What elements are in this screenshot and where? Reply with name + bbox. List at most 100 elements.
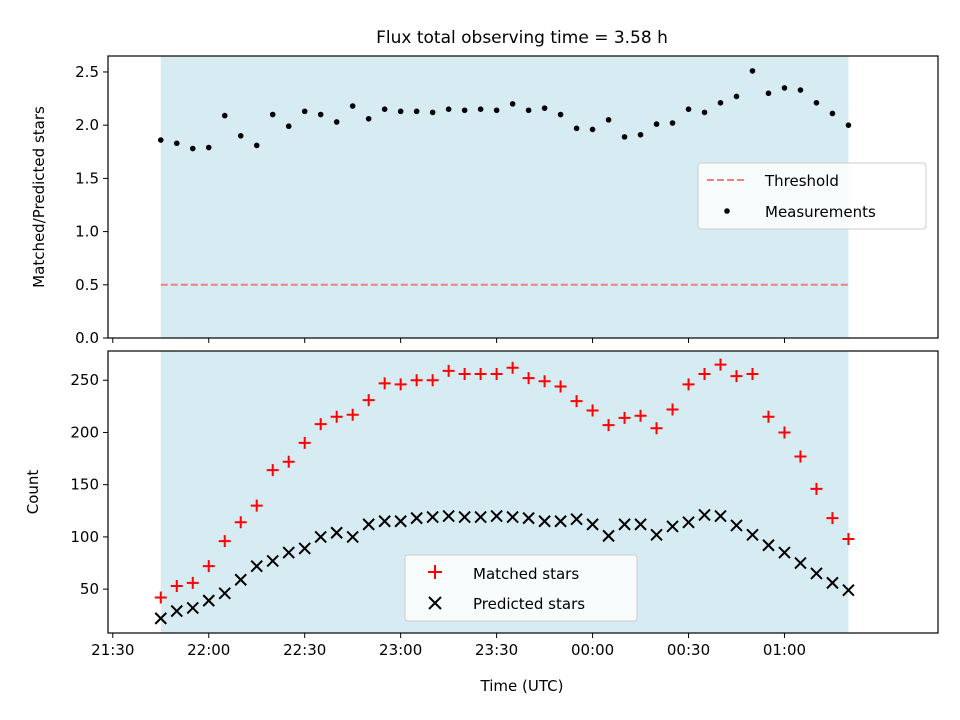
y-tick-label: 250	[70, 371, 99, 389]
matched-stars-point	[298, 436, 311, 449]
predicted-stars-point	[314, 530, 327, 544]
predicted-stars-point	[186, 601, 199, 615]
x-tick-label: 21:30	[91, 641, 134, 659]
measurement-point	[669, 120, 676, 126]
measurement-point	[797, 87, 804, 93]
matched-stars-point	[346, 408, 359, 421]
matched-stars-point	[266, 464, 279, 477]
matched-stars-point	[442, 364, 455, 377]
x-tick-label: 00:00	[571, 641, 614, 659]
y-tick-label: 0.5	[75, 276, 99, 294]
x-tick-label: 22:30	[283, 641, 326, 659]
y-tick-label: 0.0	[75, 329, 99, 347]
predicted-stars-point	[650, 528, 663, 542]
matched-stars-point	[810, 482, 823, 495]
measurement-point	[173, 140, 180, 147]
matched-stars-point	[186, 576, 199, 589]
matched-stars-point	[490, 367, 503, 380]
measurement-point	[541, 105, 548, 111]
x-axis-label: Time (UTC)	[480, 677, 564, 695]
matched-stars-point	[842, 533, 855, 545]
matched-stars-point	[666, 403, 679, 416]
predicted-stars-point	[730, 519, 743, 532]
matched-stars-point	[762, 410, 775, 423]
matched-stars-point	[538, 375, 551, 388]
measurement-point	[333, 119, 340, 125]
measurement-point	[253, 142, 260, 149]
matched-stars-point	[154, 591, 167, 604]
predicted-stars-point	[442, 509, 455, 523]
x-tick-label: 22:00	[187, 641, 230, 659]
predicted-stars-point	[410, 511, 423, 525]
matched-stars-point	[378, 377, 391, 390]
measurement-point	[429, 109, 436, 116]
matched-stars-point	[218, 535, 231, 548]
measurement-point	[765, 90, 772, 97]
measurement-point	[205, 144, 212, 151]
measurement-point	[381, 106, 388, 113]
predicted-stars-point	[618, 518, 631, 531]
ratio-panel: 0.0 0.5 1.0 1.5 2.0 2.5 Matched/Predicted sta…	[30, 55, 939, 347]
count-plot-area	[154, 351, 855, 633]
measurement-point	[221, 112, 228, 119]
measurement-point	[589, 126, 596, 133]
predicted-stars-point	[202, 594, 215, 607]
predicted-stars-point	[282, 546, 295, 559]
measurement-point	[157, 137, 164, 143]
predicted-stars-point	[522, 511, 535, 525]
predicted-stars-point	[154, 612, 167, 625]
measurement-point	[509, 101, 516, 107]
measurement-point	[525, 107, 532, 114]
measurement-point	[845, 122, 852, 128]
matched-stars-point	[330, 410, 343, 423]
measurement-point	[573, 125, 580, 132]
y-tick-label: 1.5	[75, 169, 99, 187]
predicted-stars-point	[346, 530, 359, 544]
predicted-stars-point	[378, 515, 391, 528]
measurement-point	[621, 134, 628, 140]
ratio-panel-frame	[107, 55, 939, 339]
measurement-point	[189, 145, 196, 152]
matched-stars-point	[570, 395, 583, 408]
predicted-stars-point	[778, 546, 791, 559]
matched-stars-point	[730, 370, 743, 383]
matched-stars-point	[426, 374, 439, 387]
predicted-stars-point	[634, 518, 647, 531]
predicted-stars-point	[682, 516, 695, 529]
matched-stars-point	[506, 361, 519, 374]
measurement-point	[653, 121, 660, 127]
matched-stars-point	[362, 394, 375, 407]
measurements-legend-label: Measurements	[765, 203, 876, 221]
measurement-point	[605, 117, 612, 123]
predicted-stars-point	[474, 510, 487, 524]
predicted-legend-swatch	[428, 596, 442, 610]
measurement-point	[445, 106, 452, 113]
matched-stars-point	[314, 418, 327, 431]
measurement-point	[685, 106, 692, 113]
measurement-point	[269, 111, 276, 118]
matched-stars-point	[394, 378, 407, 391]
measurement-point	[317, 111, 324, 118]
y-tick-label: 1.0	[75, 223, 99, 241]
x-tick-label: 23:00	[379, 641, 422, 659]
predicted-legend-label: Predicted stars	[473, 595, 585, 613]
measurement-point	[461, 107, 468, 114]
predicted-stars-point	[842, 583, 855, 597]
ratio-legend-box	[697, 162, 927, 230]
predicted-stars-point	[234, 573, 247, 586]
measurement-point	[733, 93, 740, 100]
matched-stars-point	[698, 367, 711, 380]
predicted-stars-point	[794, 556, 807, 570]
matched-stars-point	[170, 580, 183, 592]
matched-legend-label: Matched stars	[473, 565, 579, 583]
measurement-point	[301, 108, 308, 115]
matched-stars-point	[794, 450, 807, 463]
predicted-stars-point	[362, 518, 375, 531]
predicted-stars-point	[394, 515, 407, 528]
measurement-point	[701, 109, 708, 116]
matched-stars-point	[682, 378, 695, 391]
measurement-point	[413, 108, 420, 115]
predicted-stars-point	[330, 526, 343, 539]
predicted-stars-point	[250, 559, 263, 573]
count-panel-frame	[107, 350, 939, 634]
